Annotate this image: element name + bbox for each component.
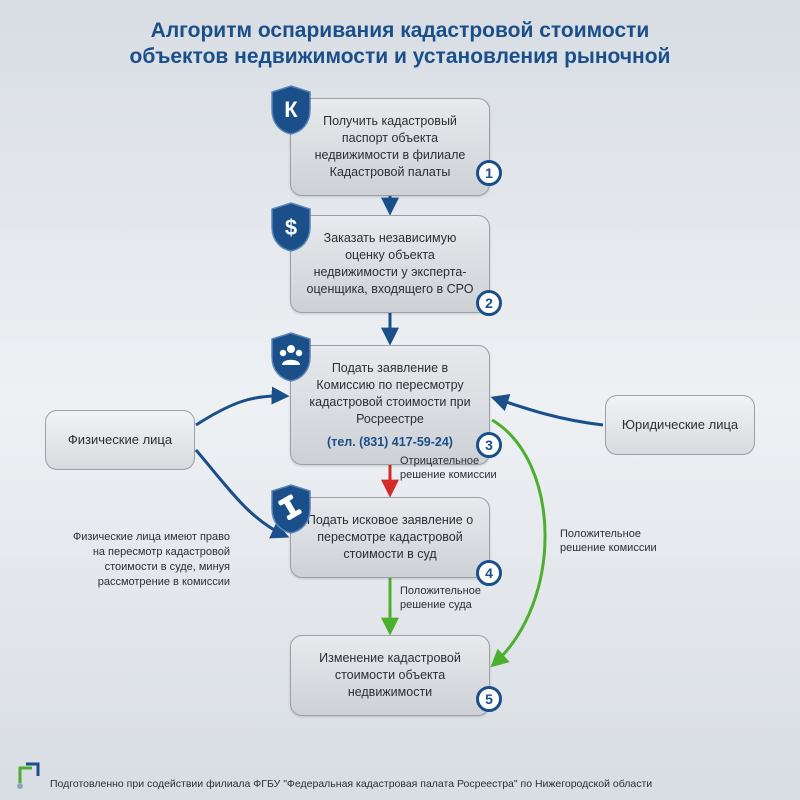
entity-physical: Физические лица bbox=[45, 410, 195, 470]
dollar-shield-icon: $ bbox=[268, 201, 314, 253]
entity-legal-label: Юридические лица bbox=[622, 417, 738, 434]
entity-physical-label: Физические лица bbox=[68, 432, 172, 449]
step-number-2: 2 bbox=[476, 290, 502, 316]
step-box-1: Получить кадастровый паспорт объекта нед… bbox=[290, 98, 490, 196]
step-box-5: Изменение кадастровой стоимости объекта … bbox=[290, 635, 490, 716]
step-2-text: Заказать независимую оценку объекта недв… bbox=[307, 231, 474, 296]
step-1-text: Получить кадастровый паспорт объекта нед… bbox=[315, 114, 466, 179]
step-number-4: 4 bbox=[476, 560, 502, 586]
edge-label-negative: Отрицательное решение комиссии bbox=[400, 455, 520, 483]
footer-text: Подготовленно при содействии филиала ФГБ… bbox=[50, 778, 652, 790]
edge-label-positive-court: Положительное решение суда bbox=[400, 585, 520, 613]
gavel-shield-icon bbox=[268, 483, 314, 535]
step-3-phone: (тел. (831) 417-59-24) bbox=[303, 434, 477, 451]
people-shield-icon bbox=[268, 331, 314, 383]
step-box-3: Подать заявление в Комиссию по пересмотр… bbox=[290, 345, 490, 465]
step-number-5: 5 bbox=[476, 686, 502, 712]
title-line-1: Алгоритм оспаривания кадастровой стоимос… bbox=[40, 18, 760, 44]
step-5-text: Изменение кадастровой стоимости объекта … bbox=[319, 651, 461, 699]
step-4-text: Подать исковое заявление о пересмотре ка… bbox=[307, 513, 473, 561]
step-box-4: Подать исковое заявление о пересмотре ка… bbox=[290, 497, 490, 578]
footer-logo-icon bbox=[10, 758, 44, 792]
note-physical: Физические лица имеют право на пересмотр… bbox=[60, 530, 230, 589]
page-title: Алгоритм оспаривания кадастровой стоимос… bbox=[0, 0, 800, 81]
title-line-2: объектов недвижимости и установления рын… bbox=[40, 44, 760, 70]
entity-legal: Юридические лица bbox=[605, 395, 755, 455]
step-3-text: Подать заявление в Комиссию по пересмотр… bbox=[309, 361, 470, 426]
doc-shield-icon: К bbox=[268, 84, 314, 136]
edge-label-positive-commission: Положительное решение комиссии bbox=[560, 528, 680, 556]
svg-text:К: К bbox=[284, 97, 298, 122]
svg-text:$: $ bbox=[285, 215, 297, 240]
step-number-1: 1 bbox=[476, 160, 502, 186]
step-box-2: Заказать независимую оценку объекта недв… bbox=[290, 215, 490, 313]
